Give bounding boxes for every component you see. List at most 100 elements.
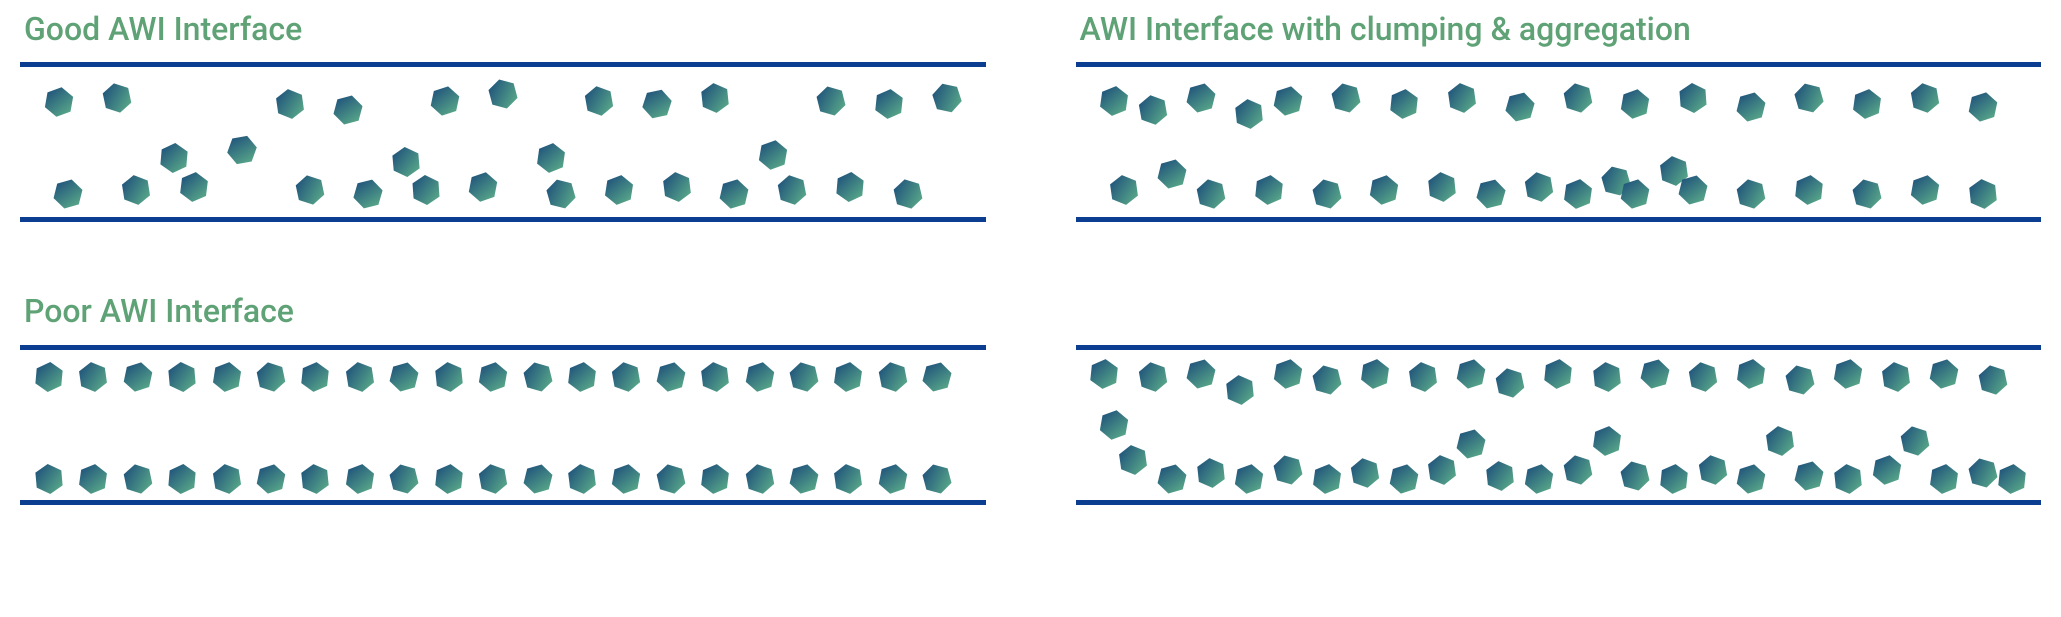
particle-hexagon: [1967, 457, 1999, 489]
particle-hexagon: [1117, 444, 1149, 476]
particle-hexagon: [1735, 178, 1767, 210]
particle-hexagon: [1330, 82, 1362, 114]
particle-hexagon: [1233, 98, 1265, 130]
particle-hexagon: [1562, 178, 1594, 210]
particle-hexagon: [1108, 174, 1140, 206]
particle-hexagon: [1677, 82, 1709, 114]
particle-hexagon: [610, 463, 642, 495]
particle-hexagon: [1272, 454, 1304, 486]
boundary-line-top: [20, 62, 986, 67]
particle-hexagon: [1851, 88, 1883, 120]
panel-title: Poor AWI Interface: [24, 292, 986, 330]
particle-hexagon: [1793, 460, 1825, 492]
panel-poor: Poor AWI Interface: [20, 292, 986, 504]
particle-hexagon: [178, 171, 210, 203]
particle-hexagon: [815, 85, 847, 117]
particle-hexagon: [1359, 358, 1391, 390]
boundary-line-bottom: [1076, 217, 2042, 222]
particle-hexagon: [1687, 361, 1719, 393]
panel-title: Good AWI Interface: [24, 10, 986, 48]
particle-hexagon: [1407, 361, 1439, 393]
interface-box: [20, 62, 986, 222]
particle-hexagon: [1137, 94, 1169, 126]
particle-hexagon: [610, 361, 642, 393]
particle-hexagon: [832, 463, 864, 495]
particle-hexagon: [487, 78, 519, 110]
particle-hexagon: [299, 463, 331, 495]
particle-hexagon: [1311, 364, 1343, 396]
particle-hexagon: [1619, 460, 1651, 492]
particle-hexagon: [1793, 82, 1825, 114]
boundary-line-bottom: [20, 217, 986, 222]
particle-hexagon: [1967, 178, 1999, 210]
particle-hexagon: [332, 94, 364, 126]
particle-hexagon: [655, 361, 687, 393]
particle-hexagon: [255, 361, 287, 393]
particle-hexagon: [1523, 463, 1555, 495]
boundary-line-bottom: [20, 500, 986, 505]
particle-hexagon: [603, 174, 635, 206]
panel-clumping: AWI Interface with clumping & aggregatio…: [1076, 10, 2042, 222]
particle-hexagon: [1455, 358, 1487, 390]
particle-hexagon: [1349, 457, 1381, 489]
particle-hexagon: [1880, 361, 1912, 393]
particle-hexagon: [1388, 88, 1420, 120]
particle-hexagon: [1523, 171, 1555, 203]
particle-hexagon: [1784, 364, 1816, 396]
particle-hexagon: [788, 463, 820, 495]
particle-hexagon: [122, 361, 154, 393]
particle-hexagon: [1484, 460, 1516, 492]
particle-hexagon: [1156, 158, 1188, 190]
particle-hexagon: [832, 361, 864, 393]
particle-hexagon: [522, 361, 554, 393]
interface-box: [1076, 345, 2042, 505]
particle-hexagon: [1504, 91, 1536, 123]
particle-hexagon: [52, 178, 84, 210]
panel-good: Good AWI Interface: [20, 10, 986, 222]
particle-hexagon: [834, 171, 866, 203]
particle-hexagon: [1426, 454, 1458, 486]
particle-hexagon: [1977, 364, 2009, 396]
particle-hexagon: [1697, 454, 1729, 486]
diagram-root: Good AWI Interface AWI Interface with clu…: [0, 0, 2061, 515]
particle-hexagon: [410, 174, 442, 206]
particle-hexagon: [77, 463, 109, 495]
particle-hexagon: [77, 361, 109, 393]
particle-hexagon: [33, 463, 65, 495]
particle-hexagon: [1996, 463, 2028, 495]
particle-hexagon: [1735, 91, 1767, 123]
particle-hexagon: [892, 178, 924, 210]
particle-hexagon: [1185, 358, 1217, 390]
particle-hexagon: [274, 88, 306, 120]
boundary-line-top: [1076, 62, 2042, 67]
panel-poor-clumping: [1076, 292, 2042, 504]
particle-hexagon: [158, 142, 190, 174]
particle-hexagon: [1233, 463, 1265, 495]
particle-hexagon: [344, 361, 376, 393]
particle-hexagon: [699, 361, 731, 393]
particle-hexagon: [1562, 82, 1594, 114]
particle-hexagon: [699, 463, 731, 495]
particle-hexagon: [566, 463, 598, 495]
particle-hexagon: [1909, 174, 1941, 206]
particle-hexagon: [352, 178, 384, 210]
particle-hexagon: [226, 134, 258, 166]
particle-hexagon: [566, 361, 598, 393]
particle-hexagon: [1871, 454, 1903, 486]
particle-hexagon: [1832, 463, 1864, 495]
particle-hexagon: [1639, 358, 1671, 390]
particle-hexagon: [1735, 358, 1767, 390]
boundary-line-bottom: [1076, 500, 2042, 505]
particle-hexagon: [757, 139, 789, 171]
particle-hexagon: [1185, 82, 1217, 114]
particle-hexagon: [1098, 85, 1130, 117]
boundary-line-top: [20, 345, 986, 350]
particle-hexagon: [388, 361, 420, 393]
particle-hexagon: [1446, 82, 1478, 114]
particle-hexagon: [1658, 463, 1690, 495]
particle-hexagon: [1928, 358, 1960, 390]
particle-hexagon: [1088, 358, 1120, 390]
particle-hexagon: [1542, 358, 1574, 390]
particle-hexagon: [535, 142, 567, 174]
interface-box: [1076, 62, 2042, 222]
